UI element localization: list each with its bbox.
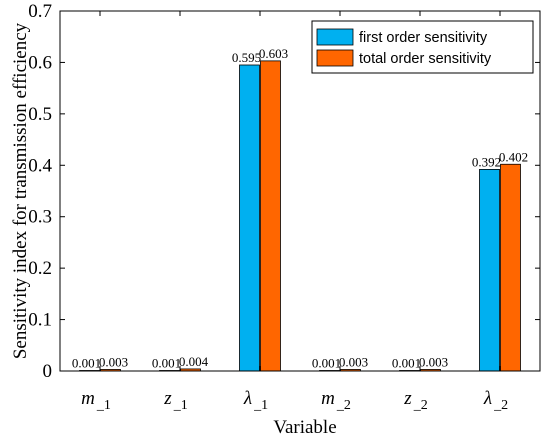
data-label-λ_1-total-order: 0.603: [259, 46, 288, 61]
legend: first order sensitivity total order sensi…: [311, 20, 534, 74]
data-label-m_2-first-order: 0.001: [312, 355, 341, 370]
legend-label-first-order: first order sensitivity: [359, 30, 488, 46]
y-tick-label: 0.6: [28, 52, 52, 73]
data-label-m_1-total-order: 0.003: [99, 354, 128, 369]
x-tick-label-z_2: z _2: [403, 388, 427, 413]
legend-label-total-order: total order sensitivity: [359, 51, 492, 67]
bar-λ_2-total-order: [500, 163, 521, 372]
y-tick-label: 0.1: [28, 310, 52, 331]
data-label-z_2-first-order: 0.001: [392, 355, 421, 370]
axes-box: [59, 10, 541, 372]
x-tick-label-z_1: z _1: [163, 388, 187, 413]
y-tick-label: 0.2: [28, 258, 52, 279]
y-tick-label: 0: [43, 361, 53, 382]
data-label-λ_2-first-order: 0.392: [472, 154, 501, 169]
x-axis-title: Variable: [273, 417, 336, 438]
legend-swatch-first-order: [316, 28, 354, 46]
x-tick-label-m_2: m _2: [321, 388, 351, 413]
y-axis-title: Sensitivity index for transmission effic…: [10, 22, 31, 359]
bar-λ_1-total-order: [260, 60, 281, 372]
y-tick-label: 0.4: [28, 155, 52, 176]
x-tick-label-λ_2: λ _2: [483, 388, 508, 413]
bar-λ_2-first-order: [479, 168, 500, 372]
data-label-z_1-total-order: 0.004: [179, 354, 209, 369]
x-tick-label-m_1: m _1: [81, 388, 111, 413]
data-label-m_1-first-order: 0.001: [72, 355, 101, 370]
y-tick-label: 0.5: [28, 104, 52, 125]
data-label-m_2-total-order: 0.003: [339, 354, 368, 369]
data-label-z_1-first-order: 0.001: [152, 355, 181, 370]
data-label-λ_2-total-order: 0.402: [499, 149, 528, 164]
legend-swatch-total-order: [316, 49, 354, 67]
axes-frame: [59, 10, 541, 372]
data-label-λ_1-first-order: 0.595: [232, 50, 261, 65]
y-tick-label: 0.7: [28, 1, 52, 22]
y-tick-label: 0.3: [28, 207, 52, 228]
data-label-z_2-total-order: 0.003: [419, 354, 448, 369]
x-tick-label-λ_1: λ _1: [243, 388, 268, 413]
y-axis-ticks: 0 0.1 0.2 0.3 0.4 0.5 0.6 0.7: [28, 1, 540, 382]
bar-λ_1-first-order: [239, 64, 260, 372]
x-axis-ticks: m _1 z _1 λ _1 m _2 z _2 λ _2: [81, 11, 508, 413]
